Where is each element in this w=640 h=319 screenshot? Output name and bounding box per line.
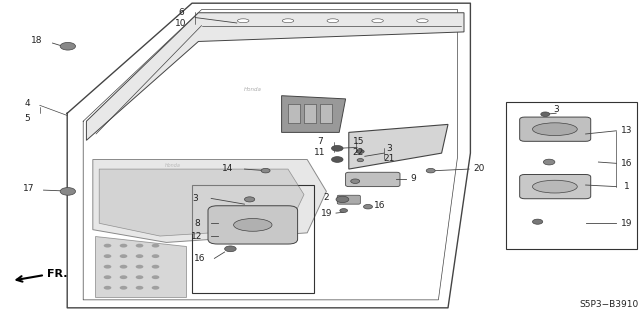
Circle shape: [104, 265, 111, 269]
Circle shape: [104, 244, 111, 248]
FancyBboxPatch shape: [520, 117, 591, 141]
Circle shape: [541, 112, 550, 116]
Text: 4: 4: [24, 99, 29, 108]
Circle shape: [152, 275, 159, 279]
Text: 16: 16: [621, 159, 633, 168]
FancyBboxPatch shape: [337, 195, 360, 204]
Circle shape: [136, 286, 143, 290]
Text: 22: 22: [353, 148, 364, 157]
Bar: [304, 104, 316, 123]
Circle shape: [351, 179, 360, 183]
Bar: [192, 185, 314, 293]
Circle shape: [104, 275, 111, 279]
Circle shape: [152, 286, 159, 290]
Text: 16: 16: [194, 254, 205, 263]
Ellipse shape: [234, 219, 272, 231]
Ellipse shape: [282, 19, 294, 23]
Circle shape: [60, 188, 76, 195]
Circle shape: [152, 254, 159, 258]
FancyBboxPatch shape: [520, 174, 591, 199]
Bar: [506, 102, 637, 249]
Circle shape: [136, 265, 143, 269]
Text: 1: 1: [625, 182, 630, 191]
Circle shape: [543, 159, 555, 165]
Text: 11: 11: [314, 148, 326, 157]
Circle shape: [120, 286, 127, 290]
Text: FR.: FR.: [47, 269, 67, 279]
Polygon shape: [99, 169, 304, 236]
Ellipse shape: [372, 19, 383, 23]
Circle shape: [120, 244, 127, 248]
Ellipse shape: [237, 19, 249, 23]
Circle shape: [261, 168, 270, 173]
Circle shape: [120, 265, 127, 269]
Text: 8: 8: [195, 219, 200, 228]
Text: 19: 19: [321, 209, 332, 218]
Bar: [320, 104, 332, 123]
Text: 21: 21: [383, 154, 395, 163]
Text: 14: 14: [222, 164, 234, 173]
Bar: [288, 104, 300, 123]
Polygon shape: [93, 160, 326, 242]
Circle shape: [364, 204, 372, 209]
Circle shape: [356, 150, 364, 153]
Circle shape: [332, 157, 343, 162]
Text: 12: 12: [191, 232, 203, 241]
Ellipse shape: [417, 19, 428, 23]
Text: Honda: Honda: [244, 87, 262, 92]
Circle shape: [120, 275, 127, 279]
Text: 17: 17: [23, 184, 35, 193]
Circle shape: [152, 265, 159, 269]
Polygon shape: [282, 96, 346, 132]
FancyBboxPatch shape: [208, 206, 298, 244]
Text: Honda: Honda: [165, 163, 180, 168]
Circle shape: [357, 159, 364, 162]
Circle shape: [136, 244, 143, 248]
Text: 3: 3: [554, 105, 559, 114]
Circle shape: [60, 42, 76, 50]
Text: 20: 20: [473, 164, 484, 173]
Polygon shape: [95, 236, 186, 297]
Text: 3: 3: [193, 194, 198, 203]
Circle shape: [225, 246, 236, 252]
Circle shape: [136, 254, 143, 258]
Text: 2: 2: [324, 193, 329, 202]
Text: 5: 5: [24, 114, 29, 122]
Text: 7: 7: [317, 137, 323, 146]
Circle shape: [532, 219, 543, 224]
Text: 16: 16: [374, 201, 385, 210]
Circle shape: [426, 168, 435, 173]
Circle shape: [332, 145, 343, 151]
Text: 3: 3: [387, 144, 392, 153]
Text: 6: 6: [179, 8, 184, 17]
Ellipse shape: [327, 19, 339, 23]
Polygon shape: [349, 124, 448, 169]
Circle shape: [152, 244, 159, 248]
Ellipse shape: [532, 123, 577, 136]
Text: 9: 9: [410, 174, 415, 183]
Circle shape: [340, 209, 348, 212]
Ellipse shape: [532, 180, 577, 193]
Text: 13: 13: [621, 126, 633, 135]
Circle shape: [336, 196, 349, 203]
Circle shape: [244, 197, 255, 202]
Text: 10: 10: [175, 19, 187, 28]
Text: 15: 15: [353, 137, 364, 146]
Circle shape: [104, 286, 111, 290]
Text: 18: 18: [31, 36, 43, 45]
Circle shape: [120, 254, 127, 258]
Circle shape: [104, 254, 111, 258]
Circle shape: [136, 275, 143, 279]
Text: S5P3−B3910: S5P3−B3910: [579, 300, 639, 309]
FancyBboxPatch shape: [346, 172, 400, 187]
Polygon shape: [86, 13, 464, 140]
Text: 19: 19: [621, 219, 633, 228]
